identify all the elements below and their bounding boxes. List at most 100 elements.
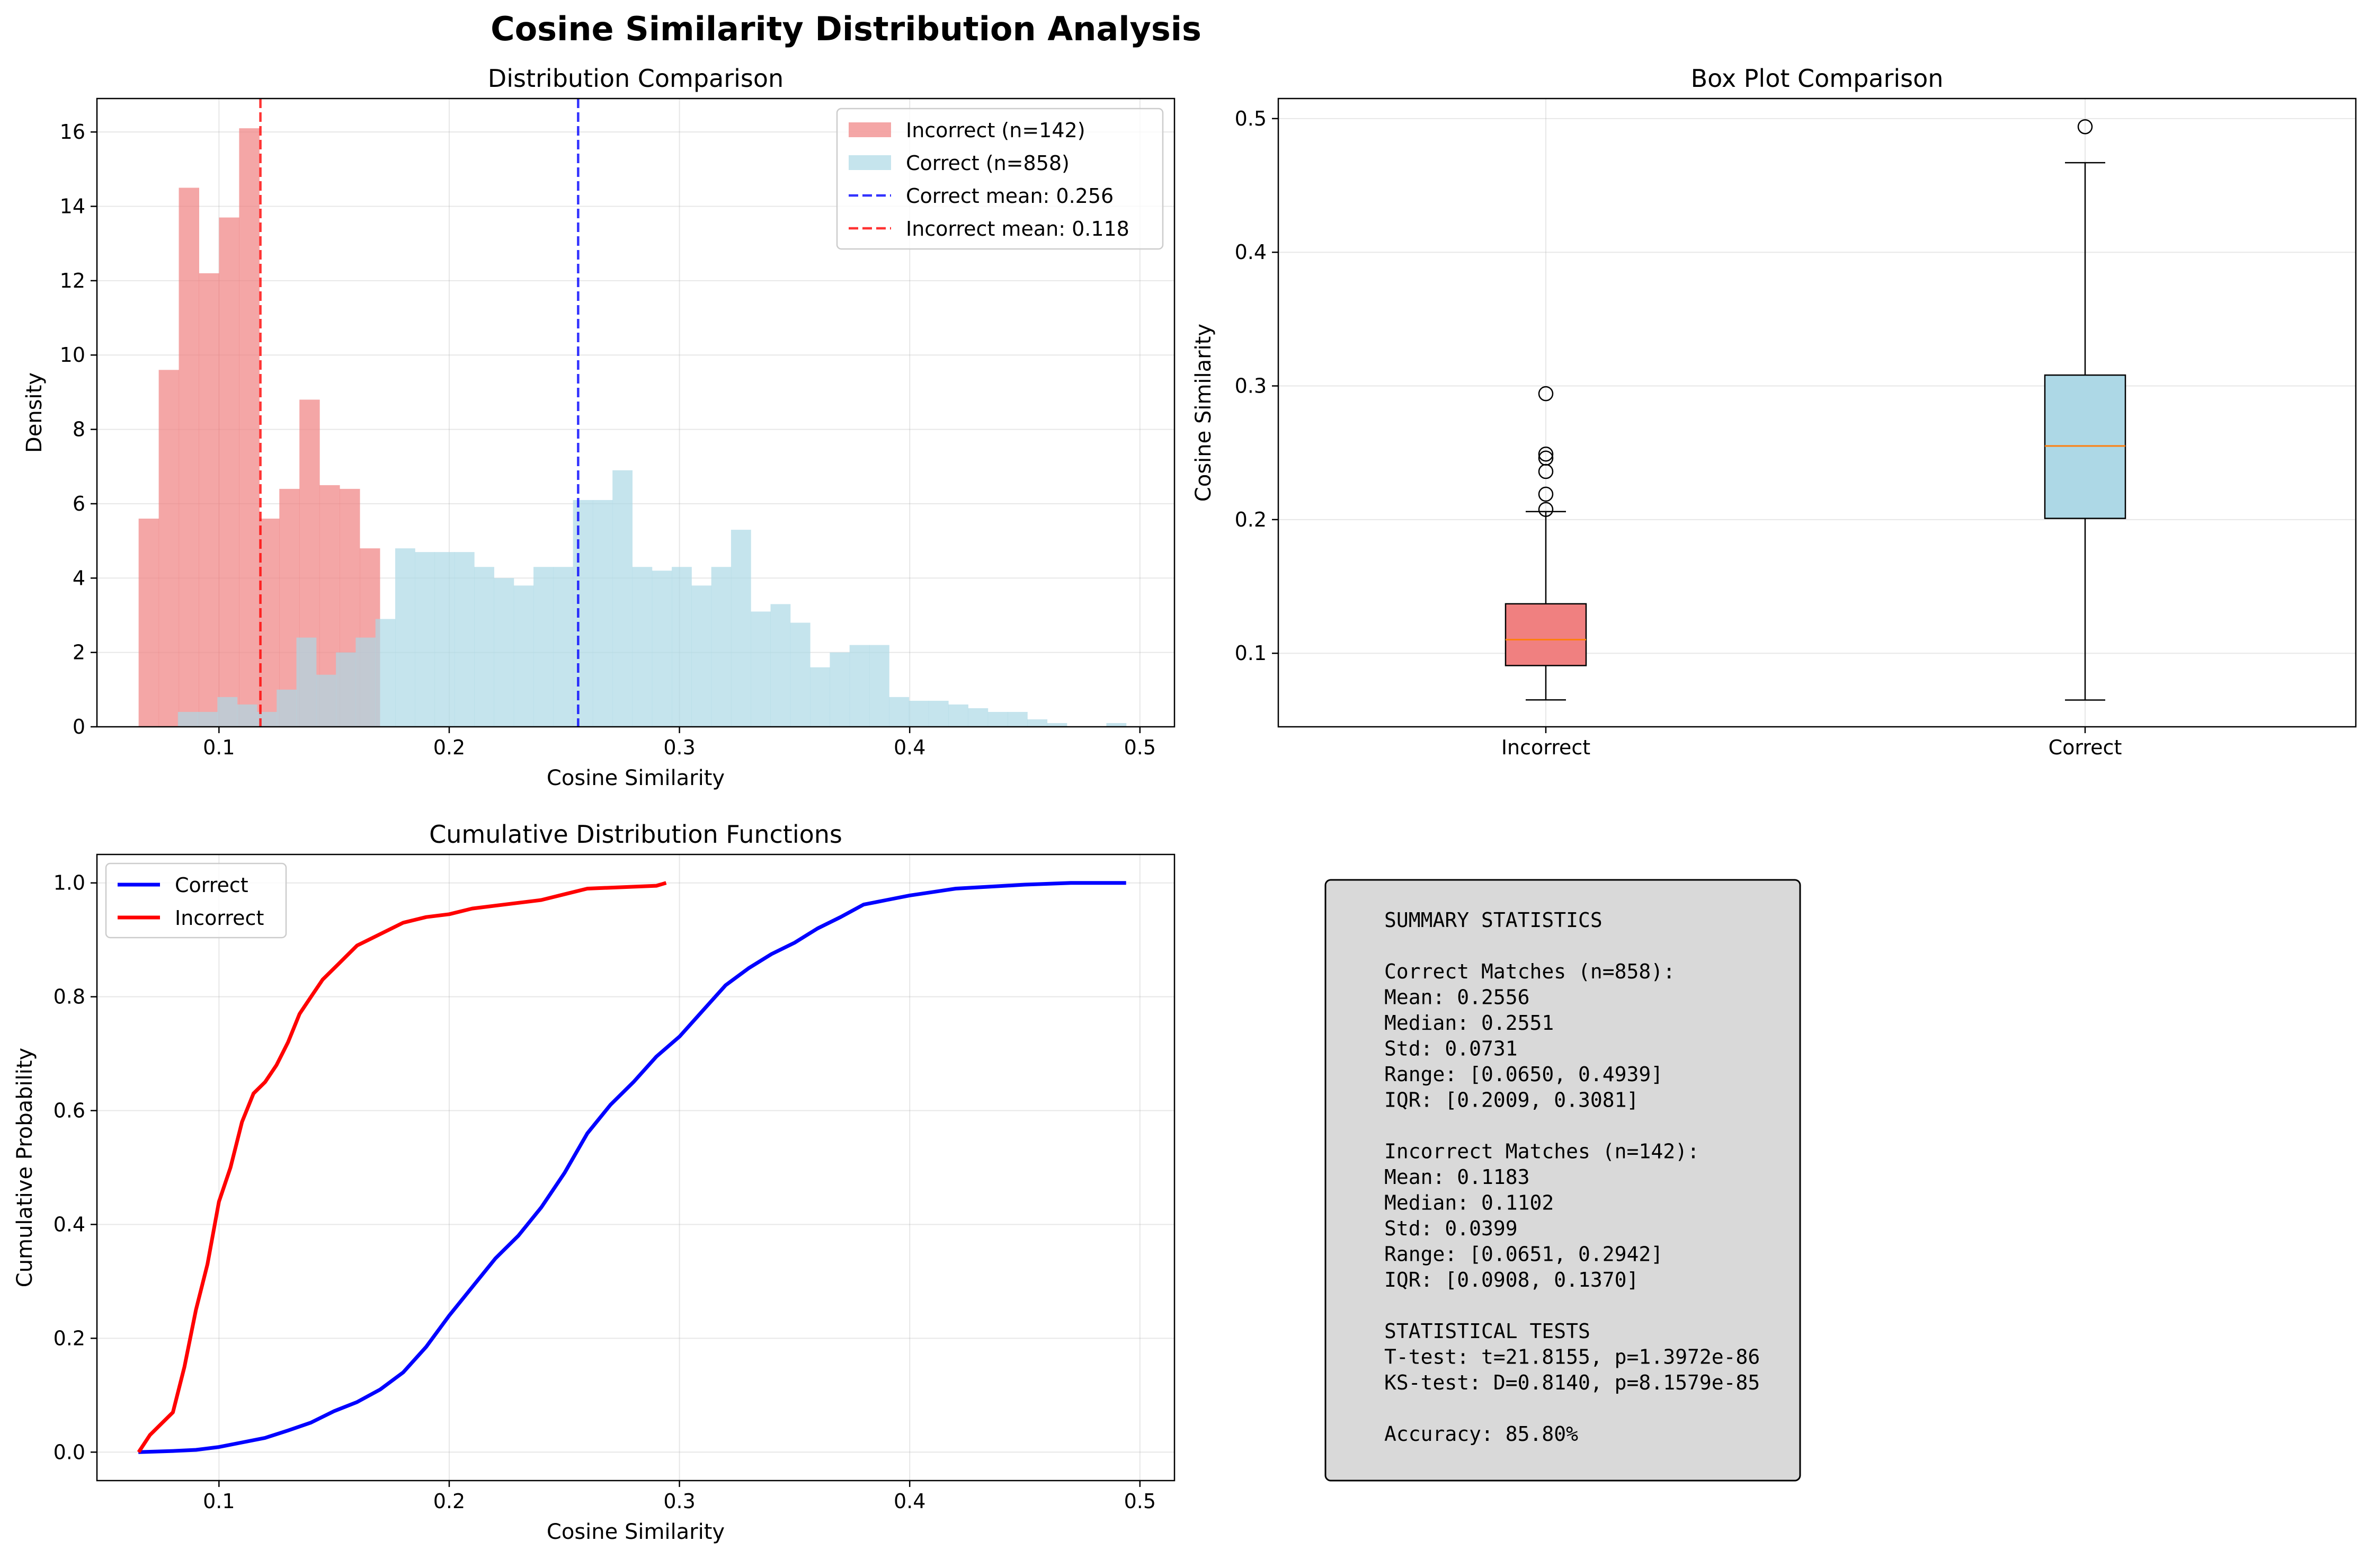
x-tick-label: Incorrect: [1501, 736, 1590, 759]
y-tick-label: 0: [73, 715, 85, 738]
y-tick-label: 16: [60, 120, 85, 144]
y-tick-label: 2: [73, 641, 85, 664]
y-tick-label: 0.6: [54, 1099, 85, 1122]
histogram-bar: [296, 637, 317, 727]
x-tick-label: 0.5: [1124, 736, 1156, 759]
histogram-bar: [415, 552, 435, 727]
histogram-bar: [533, 567, 554, 727]
histogram-bar: [494, 578, 514, 727]
y-tick-label: 0.5: [1235, 107, 1267, 130]
histogram-bar: [239, 128, 260, 727]
summary-line: KS-test: D=0.8140, p=8.1579e-85: [1384, 1371, 1760, 1394]
summary-line: SUMMARY STATISTICS: [1384, 908, 1603, 932]
histogram-bar: [751, 611, 771, 727]
box-outlier: [1538, 502, 1554, 517]
y-tick-label: 0.4: [54, 1213, 85, 1236]
histogram-bar: [355, 637, 376, 727]
cdf-panel: 0.1 0.2 0.3 0.4 0.5 0.0 0.2 0.4 0.6 0.8 1.0 Cumulat…: [13, 820, 1176, 1544]
x-tick-label: 0.1: [203, 736, 235, 759]
chart-title: Distribution Comparison: [488, 64, 784, 93]
histogram-bar: [869, 645, 889, 727]
histogram-bar: [849, 645, 870, 727]
summary-line: Correct Matches (n=858):: [1384, 960, 1675, 983]
summary-line: Range: [0.0650, 0.4939]: [1384, 1063, 1663, 1086]
histogram-bar: [790, 622, 811, 727]
histogram-bar: [1007, 711, 1028, 727]
histogram-bar: [889, 697, 910, 727]
histogram-bar: [219, 217, 239, 727]
y-tick-label: 0.0: [54, 1440, 85, 1464]
x-tick-label: 0.2: [433, 736, 465, 759]
legend-label: Incorrect mean: 0.118: [906, 217, 1129, 240]
y-axis-label: Cosine Similarity: [1191, 324, 1216, 502]
axes-frame: [96, 97, 1176, 728]
y-tick-label: 0.8: [54, 985, 85, 1009]
histogram-bar: [612, 470, 633, 727]
y-axis-label: Density: [22, 372, 47, 453]
axes-frame: [1277, 97, 2357, 728]
histogram-bar: [1027, 719, 1048, 727]
legend-box: [836, 108, 1164, 250]
legend-label: Incorrect (n=142): [906, 119, 1085, 142]
histogram-bar: [948, 704, 968, 727]
y-tick-label: 8: [73, 418, 85, 441]
box-outlier: [2077, 119, 2093, 135]
legend-swatch: [849, 155, 891, 170]
histogram-bar: [553, 567, 574, 727]
summary-line: STATISTICAL TESTS: [1384, 1320, 1590, 1343]
legend-swatch: [849, 122, 891, 137]
summary-statistics-panel: SUMMARY STATISTICS Correct Matches (n=858…: [1324, 879, 1801, 1482]
histogram-panel: 0.1 0.2 0.3 0.4 0.5 0 2 4 6 8 10 12 14 16 Distribution…: [22, 64, 1176, 790]
y-tick-label: 0.2: [54, 1326, 85, 1350]
figure-title: Cosine Similarity Distribution Analysis: [491, 10, 1201, 48]
legend-label: Incorrect: [175, 906, 264, 930]
legend-label: Correct (n=858): [906, 152, 1070, 175]
histogram-bar: [652, 571, 672, 727]
summary-box: [1324, 879, 1801, 1482]
histogram-bar: [454, 552, 475, 727]
summary-line: Incorrect Matches (n=142):: [1384, 1140, 1699, 1163]
histogram-bar: [336, 652, 356, 727]
summary-line: IQR: [0.0908, 0.1370]: [1384, 1268, 1639, 1291]
box-body: [1505, 603, 1587, 666]
x-axis-label: Cosine Similarity: [547, 1520, 725, 1544]
histogram-bar: [279, 488, 300, 727]
histogram-bar: [199, 273, 219, 727]
box-outlier: [1538, 486, 1554, 502]
histogram-bar: [968, 708, 989, 727]
x-tick-label: 0.4: [894, 736, 925, 759]
histogram-bar: [592, 500, 613, 727]
chart-title: Box Plot Comparison: [1691, 64, 1944, 93]
histogram-bar: [179, 188, 199, 727]
histogram-bar: [277, 689, 297, 727]
histogram-bar: [138, 519, 159, 727]
x-tick-label: Correct: [2049, 736, 2122, 759]
histogram-bar: [434, 552, 455, 727]
y-tick-label: 0.4: [1235, 240, 1267, 264]
histogram-bar: [177, 711, 198, 727]
histogram-bar: [375, 619, 396, 727]
box-outlier: [1538, 450, 1554, 466]
legend-label: Correct mean: 0.256: [906, 184, 1114, 208]
histogram-bar: [316, 674, 336, 727]
histogram-bar: [395, 548, 415, 727]
summary-line: Mean: 0.2556: [1384, 986, 1530, 1009]
y-tick-label: 4: [73, 566, 85, 590]
x-tick-label: 0.3: [663, 736, 695, 759]
summary-line: Std: 0.0399: [1384, 1217, 1518, 1240]
histogram-bar: [909, 700, 929, 727]
summary-line: T-test: t=21.8155, p=1.3972e-86: [1384, 1346, 1760, 1369]
summary-line: Accuracy: 85.80%: [1384, 1422, 1578, 1446]
y-tick-label: 0.1: [1235, 642, 1267, 665]
y-tick-label: 6: [73, 492, 85, 515]
histogram-bar: [237, 704, 257, 727]
histogram-bar: [573, 500, 593, 727]
x-tick-label: 0.1: [203, 1490, 235, 1513]
histogram-bar: [987, 711, 1008, 727]
histogram-bar: [158, 370, 180, 727]
x-tick-label: 0.4: [894, 1490, 925, 1513]
y-tick-label: 0.2: [1235, 508, 1267, 531]
x-tick-label: 0.5: [1124, 1490, 1156, 1513]
histogram-bar: [691, 585, 712, 727]
